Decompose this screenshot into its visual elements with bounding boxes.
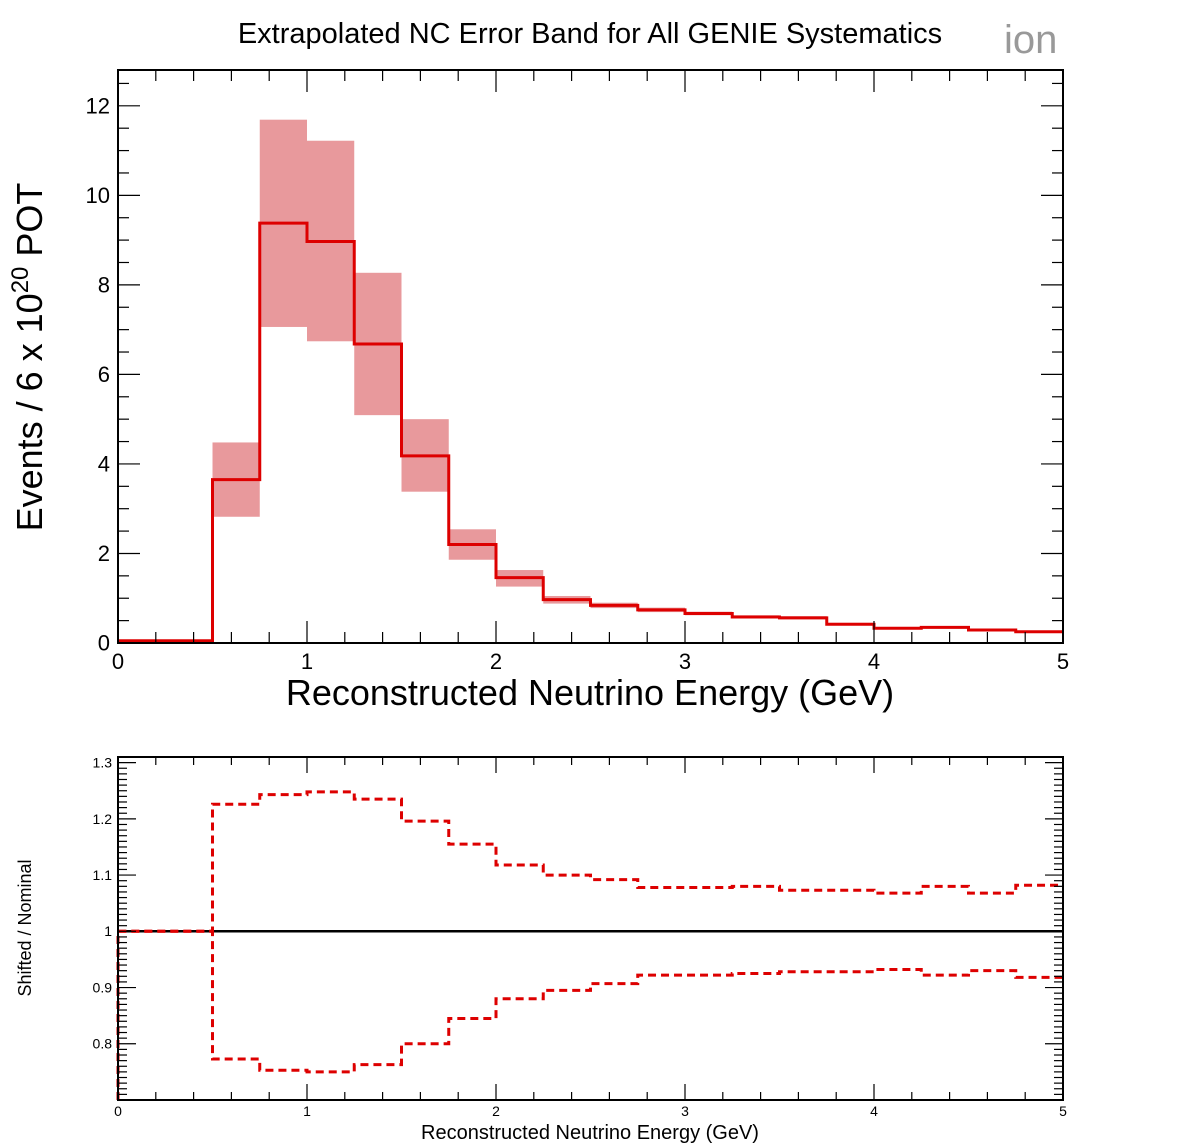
- bottom-x-tick-label: 5: [1059, 1103, 1067, 1119]
- top-x-tick-label: 2: [490, 649, 502, 674]
- top-y-tick-label: 6: [98, 362, 110, 387]
- bottom-y-tick-label: 0.9: [93, 979, 113, 995]
- y-axis-label-main: Events / 6 x 10: [9, 293, 50, 531]
- nominal-series-group: [118, 221, 1063, 643]
- top-x-tick-label: 3: [679, 649, 691, 674]
- nominal-histogram-line: [118, 221, 1063, 643]
- top-x-tick-label: 4: [868, 649, 880, 674]
- bottom-plot-frame: [117, 756, 1064, 1101]
- top-x-tick-label: 1: [301, 649, 313, 674]
- bottom-x-tick-label: 2: [492, 1103, 500, 1119]
- top-y-tick-label: 2: [98, 541, 110, 566]
- bottom-tick-labels-group: 0 1 2 3 4 5 0.8 0.9 1 1.1 1.2 1.3: [93, 755, 1068, 1119]
- top-y-tick-label: 10: [86, 183, 110, 208]
- top-y-tick-label: 4: [98, 452, 110, 477]
- top-y-tick-label: 0: [98, 631, 110, 656]
- bottom-axes-group: [117, 756, 1064, 1101]
- top-x-tick-label: 5: [1057, 649, 1069, 674]
- lower-ratio-line: [116, 929, 1063, 1100]
- watermark-text: ion: [1004, 18, 1057, 62]
- bottom-y-tick-label: 0.8: [93, 1036, 113, 1052]
- bottom-y-tick-label: 1.3: [93, 755, 113, 771]
- bottom-x-axis-label: Reconstructed Neutrino Energy (GeV): [421, 1122, 759, 1144]
- bottom-x-tick-label: 1: [303, 1103, 311, 1119]
- top-x-tick-label: 0: [112, 649, 124, 674]
- y-axis-label-suffix: POT: [9, 183, 50, 267]
- top-y-tick-label: 8: [98, 273, 110, 298]
- top-y-axis-label: Events / 6 x 1020 POT: [7, 183, 50, 532]
- bottom-x-tick-label: 0: [114, 1103, 122, 1119]
- upper-ratio-line: [116, 790, 1063, 1100]
- bottom-x-tick-label: 3: [681, 1103, 689, 1119]
- bottom-y-tick-label: 1.1: [93, 867, 113, 883]
- bottom-y-axis-label: Shifted / Nominal: [15, 859, 35, 996]
- top-plot-frame: [117, 69, 1064, 644]
- bottom-ratio-panel: 0 1 2 3 4 5 0.8 0.9 1 1.1 1.2 1.3 Reconstructed Neu…: [15, 755, 1067, 1144]
- ratio-series-group: [116, 790, 1063, 1100]
- bottom-x-tick-label: 4: [870, 1103, 878, 1119]
- top-x-axis-label: Reconstructed Neutrino Energy (GeV): [286, 672, 894, 713]
- error-band-group: [212, 119, 1063, 633]
- bottom-y-tick-label: 1: [104, 923, 112, 939]
- y-axis-label-superscript: 20: [7, 267, 34, 294]
- top-y-tick-label: 12: [86, 94, 110, 119]
- bottom-y-tick-label: 1.2: [93, 811, 113, 827]
- chart-title: Extrapolated NC Error Band for All GENIE…: [238, 18, 942, 50]
- top-axes-group: [117, 69, 1064, 644]
